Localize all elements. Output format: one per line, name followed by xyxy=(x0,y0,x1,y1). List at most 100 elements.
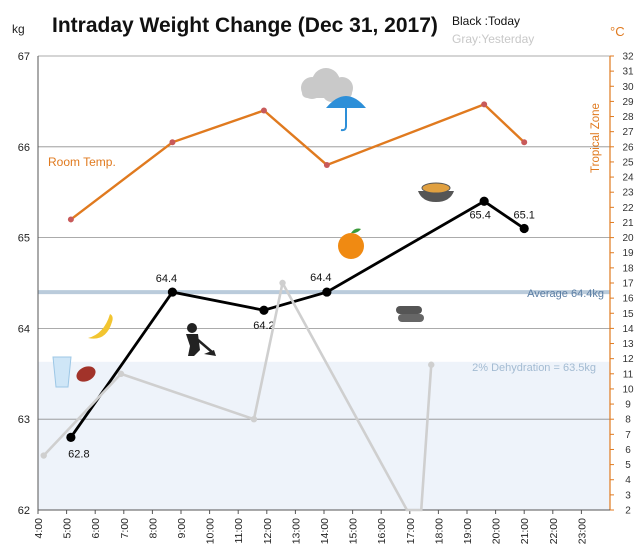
y-right-tick-label: 24 xyxy=(622,173,634,184)
y-right-tick-label: 28 xyxy=(622,112,634,123)
x-tick-label: 15:00 xyxy=(348,518,360,544)
x-tick-label: 16:00 xyxy=(376,518,388,544)
chart-title: Intraday Weight Change (Dec 31, 2017) xyxy=(52,14,438,37)
room-temp-label: Room Temp. xyxy=(48,155,116,169)
orange-icon xyxy=(338,228,364,259)
y-left-tick-label: 65 xyxy=(18,233,30,245)
x-tick-label: 8:00 xyxy=(147,518,159,539)
yesterday-point xyxy=(428,361,435,368)
y-right-tick-label: 21 xyxy=(622,218,634,229)
y-right-tick-label: 32 xyxy=(622,52,634,63)
y-right-tick-label: 29 xyxy=(622,97,634,108)
y-right-tick-label: 27 xyxy=(622,127,634,138)
water-glass-icon xyxy=(52,356,72,388)
y-right-tick-label: 15 xyxy=(622,309,634,320)
orange-body xyxy=(338,233,364,259)
cloud-icon xyxy=(301,68,353,102)
x-tick-label: 6:00 xyxy=(90,518,102,539)
legend-today: Black :Today xyxy=(452,14,521,28)
yesterday-point xyxy=(279,279,286,287)
tropical-zone-label: Tropical Zone xyxy=(590,103,602,173)
dehydration-zone xyxy=(38,361,610,510)
y-right-tick-label: 13 xyxy=(622,339,634,350)
x-tick-label: 4:00 xyxy=(33,518,45,539)
x-tick-label: 7:00 xyxy=(119,518,131,539)
y-left-tick-label: 66 xyxy=(18,142,30,154)
y-right-tick-label: 19 xyxy=(622,248,634,259)
y-left-tick-label: 62 xyxy=(18,505,30,517)
x-tick-label: 18:00 xyxy=(433,518,445,544)
y-left-tick-label: 64 xyxy=(18,323,30,335)
y-right-tick-label: 2 xyxy=(625,506,631,517)
x-tick-label: 11:00 xyxy=(233,518,245,544)
body xyxy=(186,334,200,356)
cloud-base xyxy=(302,88,352,98)
y-right-tick-label: 30 xyxy=(622,82,634,93)
head xyxy=(187,323,197,333)
x-tick-label: 13:00 xyxy=(290,518,302,544)
today-data-label: 64.4 xyxy=(156,273,177,285)
blade xyxy=(204,350,216,356)
today-data-label: 65.4 xyxy=(469,209,490,221)
temp-point xyxy=(323,161,330,168)
gardening-person-icon xyxy=(186,323,216,356)
y-left-tick-label: 63 xyxy=(18,414,30,426)
sausage xyxy=(76,366,96,382)
today-data-label: 64.2 xyxy=(253,320,274,332)
today-point xyxy=(479,196,489,206)
x-tick-label: 9:00 xyxy=(176,518,188,539)
y-left-unit: kg xyxy=(12,22,25,36)
y-right-tick-label: 17 xyxy=(622,279,634,290)
today-point xyxy=(519,223,529,234)
glass xyxy=(52,356,72,388)
today-point xyxy=(259,305,269,315)
series-line-room-temp xyxy=(70,103,526,221)
x-tick-label: 10:00 xyxy=(205,518,217,544)
log1 xyxy=(396,306,422,314)
y-right-tick-label: 5 xyxy=(625,460,631,471)
y-right-tick-label: 18 xyxy=(622,263,634,274)
sausage-icon xyxy=(76,366,96,382)
bowl xyxy=(418,191,454,202)
y-right-tick-label: 9 xyxy=(625,400,631,411)
noodles xyxy=(421,182,451,194)
x-tick-label: 21:00 xyxy=(519,518,531,544)
today-point xyxy=(167,287,178,297)
x-tick-label: 22:00 xyxy=(548,518,560,544)
today-data-label: 65.1 xyxy=(513,210,534,222)
tool xyxy=(197,339,213,353)
y-right-tick-label: 11 xyxy=(623,369,634,380)
x-tick-label: 23:00 xyxy=(576,518,588,544)
legend-yesterday: Gray:Yesterday xyxy=(452,32,535,46)
x-tick-label: 5:00 xyxy=(62,518,74,539)
x-tick-label: 14:00 xyxy=(319,518,331,544)
y-right-unit: °C xyxy=(610,24,625,39)
y-right-tick-label: 12 xyxy=(622,354,634,365)
temp-point xyxy=(481,101,488,108)
umbrella-icon xyxy=(326,96,366,132)
y-right-tick-label: 26 xyxy=(622,142,634,153)
temp-point xyxy=(67,216,74,223)
y-right-tick-label: 3 xyxy=(625,490,631,501)
today-data-label: 62.8 xyxy=(68,448,89,460)
x-tick-label: 12:00 xyxy=(262,518,274,544)
x-tick-label: 17:00 xyxy=(405,518,417,544)
orange-leaf xyxy=(351,228,361,234)
noodles-icon xyxy=(418,182,454,202)
umbrella-handle xyxy=(340,108,347,132)
yesterday-point xyxy=(117,370,125,377)
umbrella-canopy xyxy=(326,96,366,108)
y-right-tick-label: 23 xyxy=(622,188,634,199)
y-right-tick-label: 22 xyxy=(622,203,634,214)
y-right-tick-label: 31 xyxy=(622,67,634,78)
y-right-tick-label: 20 xyxy=(622,233,634,244)
today-point xyxy=(322,287,332,297)
yesterday-point xyxy=(40,452,47,459)
today-data-label: 64.4 xyxy=(310,272,331,284)
average-label: Average 64.4kg xyxy=(527,288,604,300)
log2 xyxy=(398,314,424,322)
y-right-tick-label: 16 xyxy=(622,294,634,305)
x-tick-label: 19:00 xyxy=(462,518,474,544)
banana-icon xyxy=(88,314,113,339)
